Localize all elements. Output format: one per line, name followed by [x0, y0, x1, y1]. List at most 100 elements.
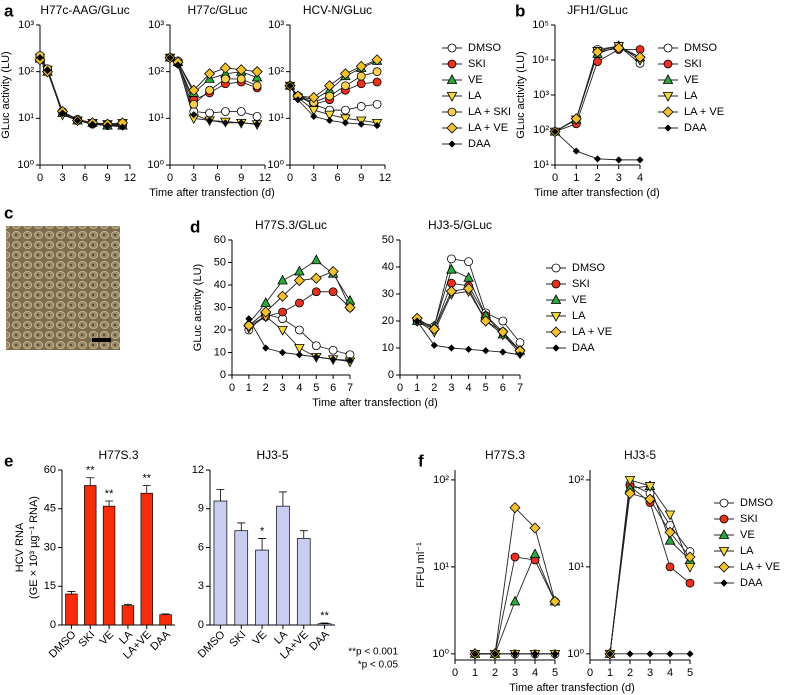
marker — [278, 307, 287, 317]
marker — [294, 96, 302, 104]
marker — [295, 298, 304, 308]
y-tick-label: 10⁰ — [17, 159, 34, 171]
legend-label: DAA — [684, 122, 707, 134]
marker — [118, 123, 127, 131]
legend-label: VE — [740, 529, 755, 541]
y-axis-label: GLuc activity (LU) — [515, 51, 527, 138]
bar — [65, 593, 78, 626]
bar — [84, 485, 97, 626]
series-line — [609, 485, 691, 654]
legend-label: DAA — [740, 577, 763, 589]
error-bar — [105, 500, 114, 507]
y-tick-label: 10² — [568, 474, 584, 486]
marker — [593, 155, 602, 163]
marker — [664, 534, 676, 545]
marker — [260, 306, 272, 318]
x-tick-label: 3 — [191, 172, 197, 184]
marker — [279, 348, 287, 357]
error-bar — [237, 522, 246, 531]
x-tick-label: 1 — [472, 667, 478, 679]
legend-label: DMSO — [740, 497, 773, 509]
error-bar — [86, 477, 95, 486]
legend-marker — [719, 498, 729, 508]
y-tick-label: 12 — [192, 464, 204, 476]
bar — [159, 614, 172, 626]
marker — [593, 57, 602, 67]
x-tick-label: VE — [97, 629, 116, 648]
marker — [613, 42, 625, 54]
x-tick-label: 4 — [667, 667, 673, 679]
marker — [277, 326, 288, 336]
marker — [237, 119, 245, 127]
subplot-title: H77c-AAG/GLuc — [40, 3, 129, 17]
error-bar — [161, 613, 170, 615]
y-tick-label: 10³ — [18, 19, 34, 31]
marker — [295, 351, 303, 359]
marker — [251, 66, 263, 78]
significance: * — [260, 525, 265, 537]
marker — [341, 105, 350, 115]
legend-label: DMSO — [684, 42, 717, 54]
series-line — [609, 483, 691, 654]
marker — [529, 548, 541, 559]
marker — [73, 116, 82, 125]
legend-label: VE — [468, 74, 483, 86]
marker — [326, 116, 334, 125]
marker — [327, 265, 339, 278]
legend-label: SKI — [468, 58, 486, 70]
marker — [235, 64, 247, 76]
y-tick-label: 60 — [44, 464, 56, 476]
series-line — [475, 506, 556, 655]
marker — [294, 265, 305, 276]
marker — [311, 254, 322, 265]
y-tick-label: 10¹ — [268, 112, 284, 124]
scale-bar — [92, 338, 111, 342]
marker — [516, 351, 524, 359]
legend-marker — [550, 312, 562, 322]
legend-marker — [663, 59, 673, 69]
marker — [572, 147, 580, 155]
legend-label: LA + VE — [684, 106, 724, 118]
marker — [626, 650, 634, 658]
subplot-title: JFH1/GLuc — [567, 3, 628, 17]
marker — [205, 108, 214, 118]
bar — [296, 538, 311, 626]
y-tick-label: 20 — [382, 315, 394, 327]
marker — [311, 341, 321, 351]
error-bar — [67, 591, 76, 594]
marker — [310, 272, 322, 284]
bar — [255, 549, 269, 626]
marker — [312, 353, 320, 361]
y-tick-label: 10⁰ — [567, 648, 584, 660]
legend-marker — [718, 561, 730, 573]
error-bar — [123, 603, 132, 606]
x-tick-label: 0 — [587, 667, 593, 679]
legend-marker — [718, 529, 730, 539]
marker — [464, 257, 473, 267]
bar — [234, 530, 249, 626]
x-tick-label: 9 — [358, 172, 364, 184]
legend-label: LA + VE — [740, 561, 780, 573]
y-tick-label: 10⁰ — [267, 159, 284, 171]
legend-label: SKI — [684, 58, 702, 70]
panel-letter: c — [4, 203, 13, 222]
marker — [510, 552, 520, 562]
legend-marker — [551, 263, 561, 273]
x-tick-label: 0 — [452, 667, 458, 679]
marker — [511, 650, 519, 658]
error-bar — [142, 485, 151, 494]
marker — [624, 487, 636, 499]
x-tick-label: 3 — [448, 382, 454, 394]
marker — [329, 355, 337, 363]
x-tick-label: 7 — [517, 382, 523, 394]
series-line — [39, 59, 123, 125]
legend-label: LA + VE — [468, 122, 508, 134]
bar — [213, 500, 228, 626]
marker — [465, 345, 473, 353]
y-tick-label: 10¹ — [568, 561, 584, 573]
marker — [236, 74, 246, 84]
subplot-title: HJ3-5 — [256, 448, 288, 462]
x-tick-label: DAA — [307, 628, 332, 653]
x-tick-label: 9 — [238, 172, 244, 184]
marker — [509, 502, 521, 514]
